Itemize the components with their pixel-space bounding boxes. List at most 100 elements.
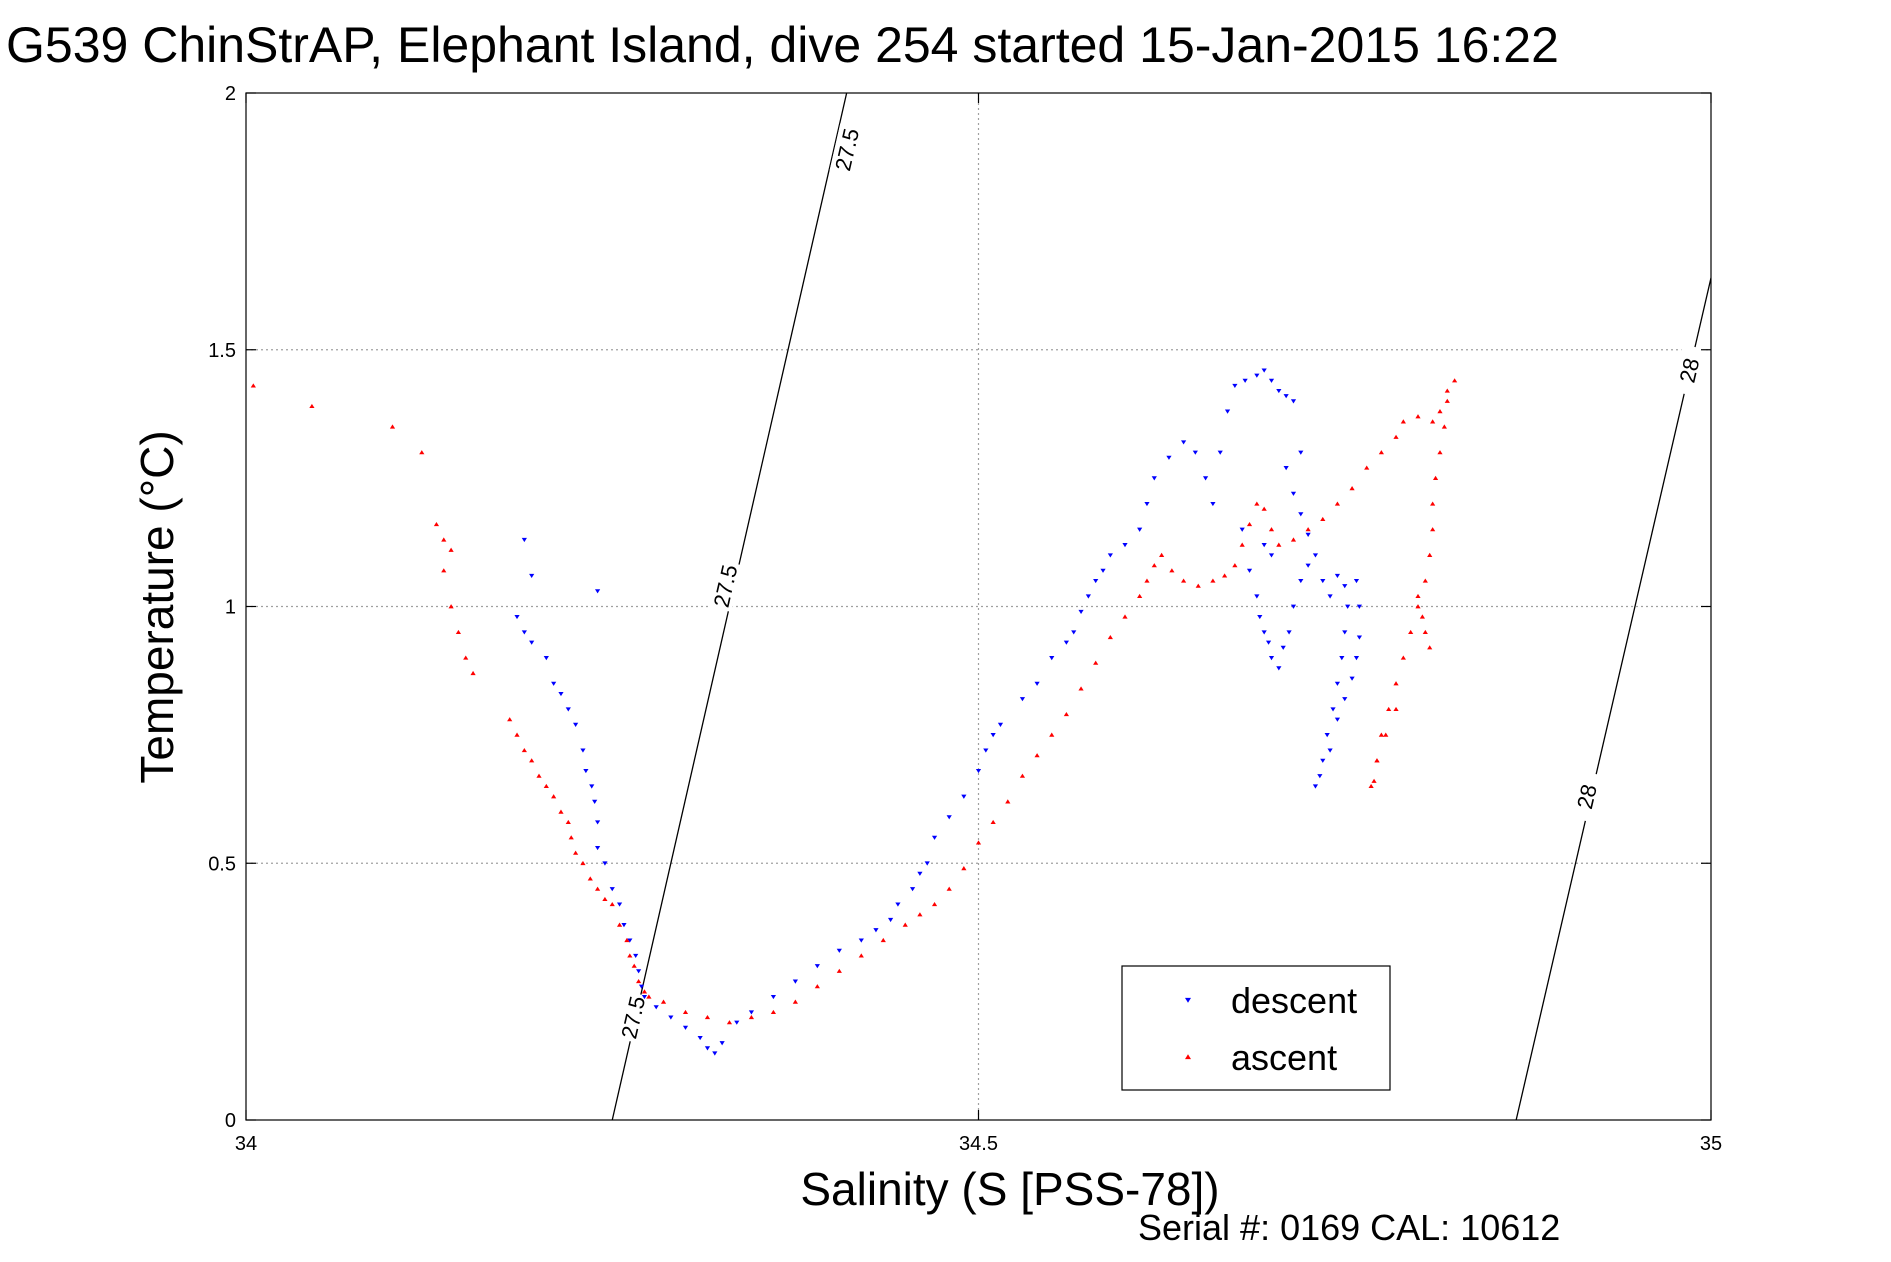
data-point-ascent (1063, 711, 1069, 717)
data-point-descent (1261, 368, 1267, 373)
data-point-ascent (946, 886, 952, 891)
data-point-ascent (1432, 475, 1439, 480)
data-point-descent (521, 630, 527, 635)
data-point-descent (924, 861, 930, 866)
data-point-descent (1261, 630, 1267, 635)
data-point-descent (1210, 501, 1216, 507)
density-contour-label: 28 (1572, 782, 1602, 811)
data-point-descent (1085, 594, 1091, 599)
data-point-descent (697, 1036, 703, 1041)
data-point-ascent (1383, 732, 1389, 737)
data-point-descent (1166, 455, 1172, 460)
data-point-ascent (1378, 450, 1384, 455)
data-point-descent (1356, 635, 1362, 640)
data-point-descent (1019, 697, 1026, 702)
data-point-ascent (580, 860, 586, 866)
data-point-descent (641, 994, 648, 1000)
data-point-descent (1071, 630, 1077, 635)
data-point-ascent (1422, 578, 1428, 583)
data-point-descent (1122, 543, 1128, 548)
data-point-ascent (587, 876, 593, 881)
data-point-descent (1137, 527, 1143, 532)
data-point-ascent (448, 547, 454, 552)
data-point-descent (770, 994, 776, 1000)
data-point-ascent (595, 886, 601, 891)
data-point-ascent (470, 670, 476, 676)
data-point-descent (704, 1046, 711, 1051)
data-point-descent (1257, 614, 1263, 620)
legend-label-ascent: ascent (1231, 1037, 1337, 1078)
data-point-descent (609, 887, 615, 892)
data-point-descent (595, 846, 601, 851)
data-point-descent (1327, 748, 1333, 753)
data-point-ascent (917, 912, 923, 917)
data-point-ascent (568, 835, 574, 840)
data-point-descent (573, 722, 579, 727)
data-point-ascent (641, 989, 648, 994)
data-point-ascent (1444, 388, 1450, 393)
data-point-descent (1342, 697, 1348, 702)
data-point-ascent (389, 424, 396, 429)
data-point-descent (551, 681, 557, 686)
data-point-ascent (514, 732, 520, 737)
data-point-ascent (1107, 634, 1113, 640)
data-point-ascent (1290, 537, 1297, 542)
data-point-descent (1345, 604, 1351, 609)
data-point-descent (1298, 512, 1304, 517)
data-point-ascent (1437, 450, 1443, 455)
data-point-descent (1268, 656, 1275, 661)
data-point-ascent (536, 773, 542, 778)
data-point-ascent (682, 1009, 689, 1014)
data-point-descent (1320, 579, 1326, 584)
data-point-ascent (1415, 414, 1421, 419)
data-point-ascent (1437, 409, 1443, 414)
data-point-descent (909, 887, 916, 892)
data-point-descent (1100, 568, 1106, 573)
data-point-ascent (309, 403, 315, 409)
legend-label-descent: descent (1231, 980, 1357, 1021)
data-point-descent (543, 656, 549, 661)
data-point-ascent (1444, 398, 1450, 403)
data-point-descent (1181, 440, 1187, 445)
data-point-ascent (433, 522, 440, 527)
data-point-ascent (1232, 563, 1238, 568)
data-point-descent (682, 1025, 689, 1030)
data-point-descent (1254, 373, 1260, 378)
data-point-ascent (931, 901, 938, 907)
data-point-ascent (1378, 732, 1384, 737)
data-point-ascent (646, 994, 652, 999)
data-point-descent (1334, 717, 1341, 722)
data-point-descent (589, 784, 595, 789)
legend: descent ascent (1121, 965, 1391, 1091)
data-point-ascent (1254, 501, 1260, 506)
data-point-ascent (441, 537, 447, 542)
data-point-ascent (1452, 378, 1458, 383)
data-point-ascent (660, 999, 667, 1004)
data-point-ascent (1334, 501, 1341, 506)
data-point-descent (1356, 604, 1362, 609)
data-point-ascent (1441, 424, 1447, 429)
data-point-descent (529, 573, 535, 579)
data-point-descent (1093, 579, 1099, 584)
data-point-descent (719, 1041, 725, 1046)
data-point-ascent (1349, 486, 1355, 491)
data-point-descent (748, 1010, 755, 1015)
data-point-ascent (250, 383, 256, 388)
data-point-ascent (631, 963, 637, 968)
data-point-descent (1334, 573, 1341, 579)
data-point-ascent (1276, 542, 1282, 547)
data-point-ascent (1364, 465, 1370, 470)
data-point-descent (734, 1020, 740, 1025)
data-point-descent (1327, 594, 1333, 599)
data-point-descent (990, 733, 996, 738)
data-point-descent (580, 748, 586, 753)
data-point-ascent (543, 783, 549, 789)
data-point-ascent (814, 984, 820, 989)
serial-calibration-note: Serial #: 0169 CAL: 10612 (1138, 1207, 1560, 1248)
contour-label-background (708, 559, 743, 613)
data-point-descent (1305, 563, 1311, 568)
data-point-descent (595, 820, 601, 825)
data-point-ascent (448, 604, 454, 609)
x-axis-label: Salinity (S [PSS-78]) (800, 1163, 1219, 1215)
y-tick-label: 1 (225, 597, 236, 619)
